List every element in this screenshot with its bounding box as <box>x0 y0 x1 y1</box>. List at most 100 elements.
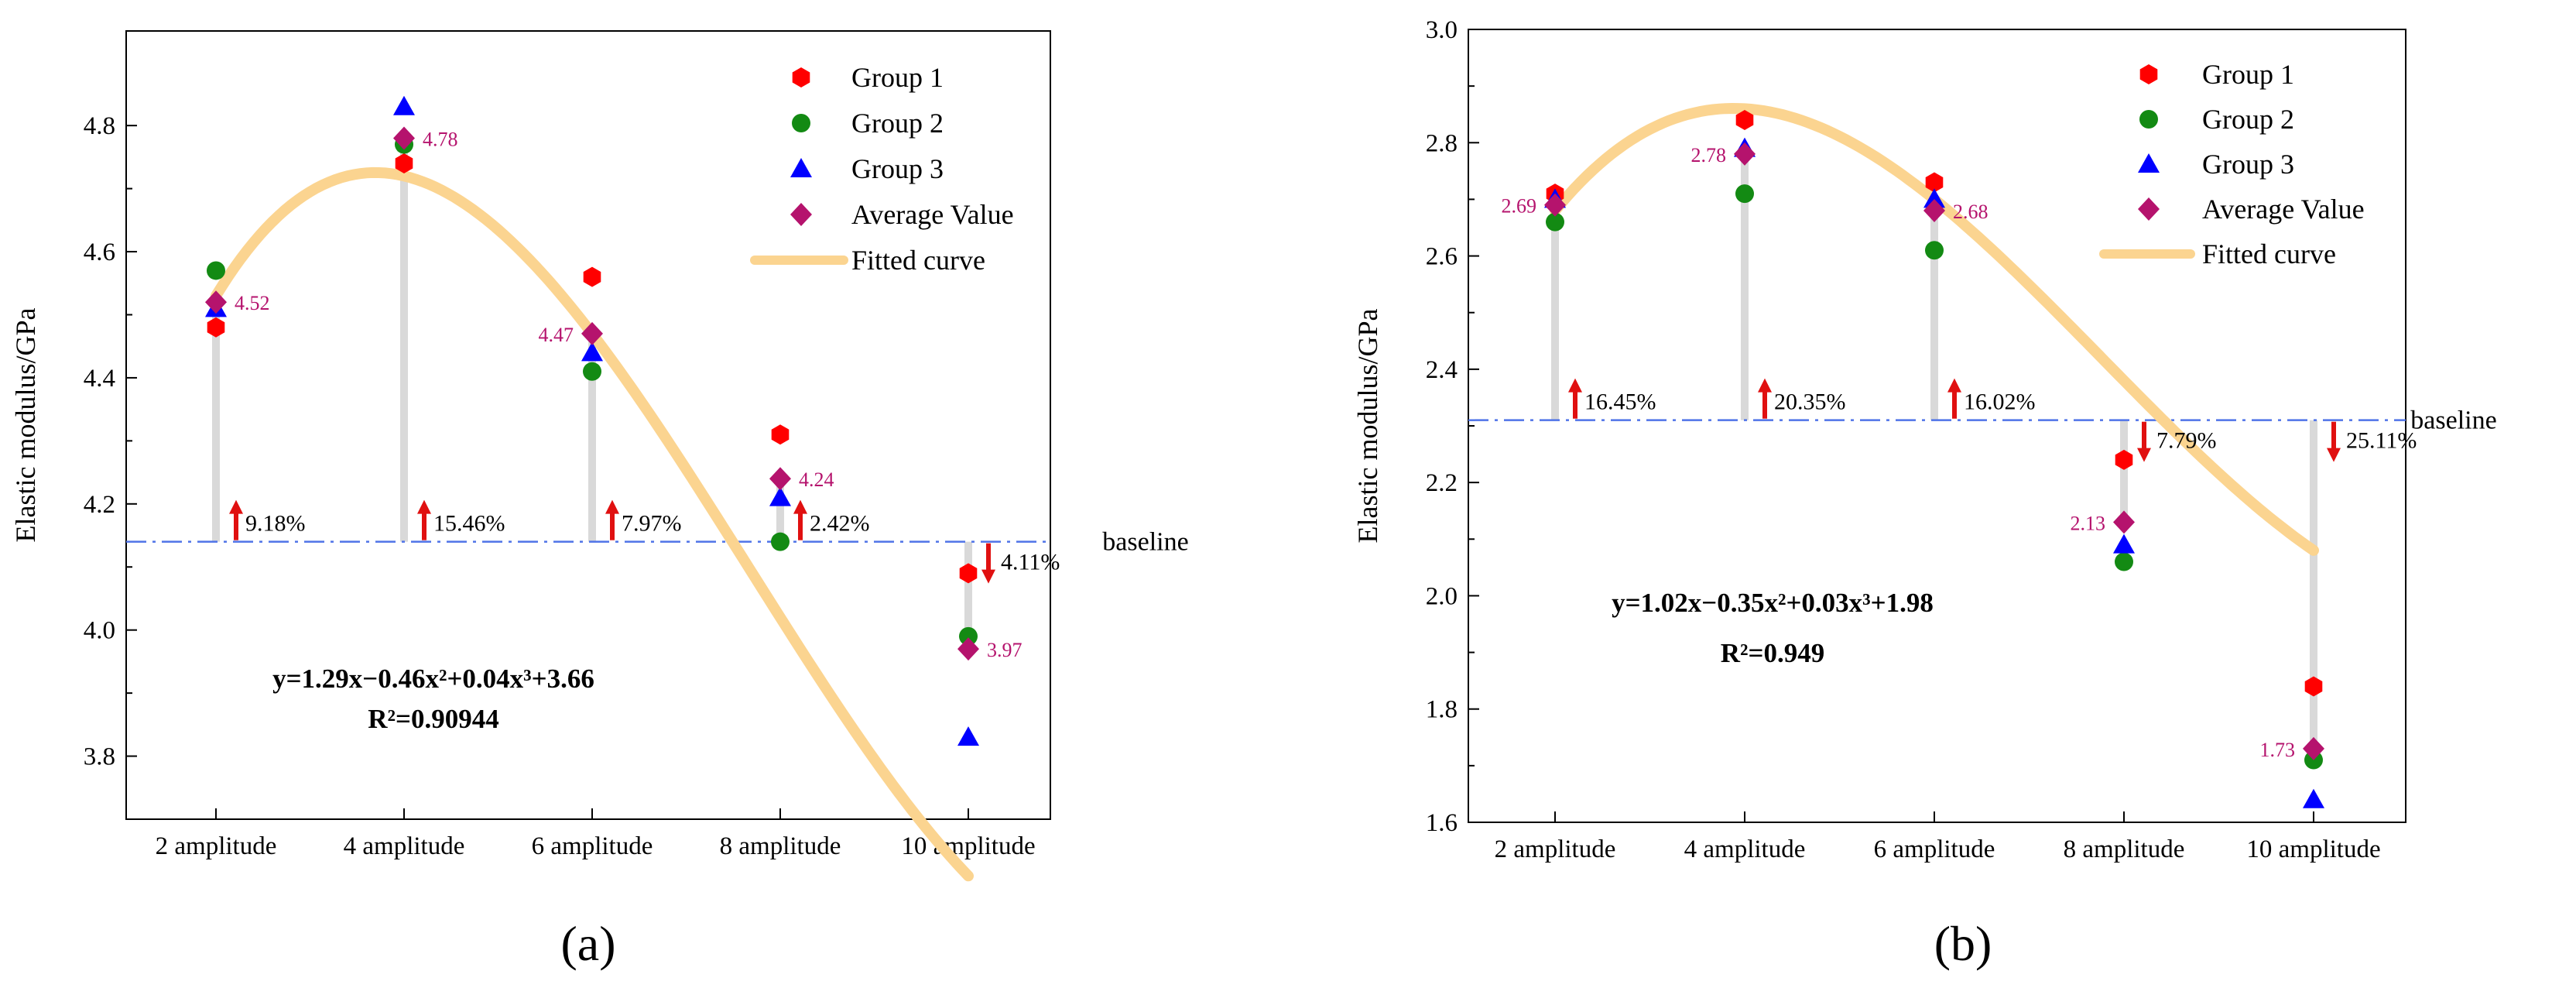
group1-marker <box>395 153 413 173</box>
change-percent-label: 20.35% <box>1774 389 1846 415</box>
group2-marker <box>207 261 225 280</box>
y-tick-label: 3.0 <box>1426 16 1458 44</box>
average-marker <box>2113 510 2135 534</box>
x-tick-label: 2 amplitude <box>156 832 277 860</box>
x-tick-label: 8 amplitude <box>2064 835 2185 863</box>
change-percent-label: 2.42% <box>810 511 870 537</box>
legend-label: Average Value <box>2202 194 2365 225</box>
arrow-shaft <box>1952 390 1957 419</box>
arrow-head <box>229 499 243 514</box>
increase-arrow <box>793 499 807 540</box>
group3-marker <box>769 486 791 506</box>
stem-bar <box>212 302 220 542</box>
x-tick-label: 6 amplitude <box>532 832 653 860</box>
arrow-head <box>2137 448 2151 462</box>
group2-marker <box>959 626 978 646</box>
x-tick-label: 10 amplitude <box>2246 835 2380 863</box>
average-value-label: 2.78 <box>1691 144 1727 166</box>
stem-bar <box>1741 153 1749 420</box>
legend-label: Group 2 <box>851 108 944 139</box>
stem-bar <box>964 541 972 650</box>
change-percent-label: 9.18% <box>245 511 306 537</box>
arrow-shaft <box>1573 390 1577 419</box>
group2-marker <box>1735 184 1754 204</box>
y-tick-label: 4.4 <box>84 365 115 393</box>
average-marker <box>957 637 979 661</box>
group1-marker <box>2304 676 2323 697</box>
baseline-label: baseline <box>2410 407 2496 435</box>
decrease-arrow <box>2327 421 2341 462</box>
average-value-label: 4.78 <box>423 128 458 150</box>
chart-panel-b: 1.6 1.8 2.0 2.2 2.4 2.6 2.8 3.0 Elastic modulus/… <box>1352 16 2497 971</box>
legend-group3-marker <box>790 158 812 177</box>
legend-label: Group 2 <box>2202 104 2294 135</box>
average-marker <box>581 321 603 345</box>
group2-marker <box>1925 241 1944 260</box>
change-percent-label: 25.11% <box>2346 428 2417 454</box>
x-tick-label: 4 amplitude <box>1684 835 1806 863</box>
arrow-shaft <box>234 512 238 540</box>
group1-marker <box>771 424 790 445</box>
panel-label: (a) <box>560 916 615 971</box>
legend-label: Average Value <box>851 199 1014 230</box>
group1-marker <box>1735 110 1754 130</box>
average-marker <box>769 467 791 491</box>
arrow-head <box>605 499 619 514</box>
group3-marker <box>957 726 979 746</box>
fit-r-squared: R²=0.949 <box>1721 638 1824 668</box>
legend-label: Group 1 <box>851 62 944 93</box>
stem-bar <box>2120 420 2128 523</box>
legend-group2-marker <box>792 114 810 132</box>
legend-average-marker <box>2138 197 2160 221</box>
y-tick-label: 2.4 <box>1426 356 1458 384</box>
change-percent-label: 4.11% <box>1001 550 1060 575</box>
arrow-shaft <box>422 512 426 540</box>
change-percent-label: 7.97% <box>622 511 682 537</box>
group1-marker <box>1925 172 1944 193</box>
stem-bar <box>1930 211 1938 420</box>
y-tick-label: 4.6 <box>84 238 115 266</box>
average-marker <box>1734 142 1756 166</box>
y-tick-label: 2.0 <box>1426 582 1458 610</box>
arrow-head <box>1758 378 1772 393</box>
group3-marker <box>393 95 415 115</box>
average-value-label: 3.97 <box>987 639 1023 661</box>
fit-equation: y=1.29x−0.46x²+0.04x³+3.66 <box>272 664 594 694</box>
y-tick-label: 1.8 <box>1426 696 1458 724</box>
change-percent-label: 16.02% <box>1964 389 2036 415</box>
group1-marker <box>959 563 978 584</box>
y-tick-label: 4.2 <box>84 491 115 519</box>
group3-marker <box>581 341 603 362</box>
average-value-label: 4.52 <box>235 292 270 314</box>
arrow-shaft <box>986 543 991 571</box>
increase-arrow <box>605 499 619 540</box>
arrow-head <box>793 499 807 514</box>
average-value-label: 4.47 <box>539 324 574 346</box>
legend: Group 1 Group 2 Group 3 Average Value Fitted… <box>750 62 1014 276</box>
fit-r-squared: R²=0.90944 <box>368 704 498 734</box>
plot-frame <box>125 30 1051 820</box>
y-axis-label: Elastic modulus/GPa <box>10 307 41 542</box>
x-tick-label: 6 amplitude <box>1874 835 1995 863</box>
average-marker <box>205 290 227 314</box>
legend: Group 1 Group 2 Group 3 Average Value Fitted… <box>2099 59 2365 269</box>
y-axis-label: Elastic modulus/GPa <box>1352 308 1383 543</box>
arrow-head <box>1947 378 1961 393</box>
average-marker <box>1923 199 1945 223</box>
legend-group1-marker <box>792 67 810 87</box>
y-tick-label: 2.8 <box>1426 129 1458 157</box>
average-marker <box>2303 736 2324 760</box>
group1-marker <box>583 266 601 287</box>
arrow-shaft <box>2331 421 2336 450</box>
x-tick-label: 4 amplitude <box>344 832 465 860</box>
average-value-label: 1.73 <box>2260 739 2296 761</box>
increase-arrow <box>1947 378 1961 419</box>
group3-marker <box>2113 533 2135 554</box>
y-tick-label: 4.8 <box>84 112 115 140</box>
average-value-label: 2.69 <box>1502 195 1537 218</box>
increase-arrow <box>417 499 431 540</box>
group2-marker <box>583 362 601 381</box>
group3-marker <box>1923 188 1945 208</box>
y-tick-label: 3.8 <box>84 743 115 771</box>
